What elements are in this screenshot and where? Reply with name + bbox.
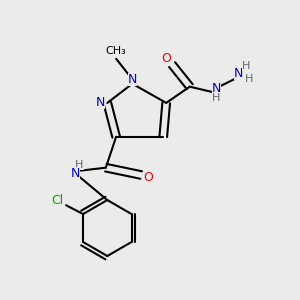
Text: N: N — [71, 167, 80, 180]
Text: O: O — [161, 52, 171, 65]
Text: CH₃: CH₃ — [106, 46, 127, 56]
Text: Cl: Cl — [51, 194, 63, 207]
Text: H: H — [212, 94, 220, 103]
Text: O: O — [144, 172, 154, 184]
Text: H: H — [75, 160, 83, 170]
Text: N: N — [234, 67, 243, 80]
Text: N: N — [95, 96, 105, 110]
Text: N: N — [128, 73, 137, 86]
Text: H: H — [242, 61, 250, 71]
Text: H: H — [244, 74, 253, 84]
Text: N: N — [212, 82, 221, 95]
